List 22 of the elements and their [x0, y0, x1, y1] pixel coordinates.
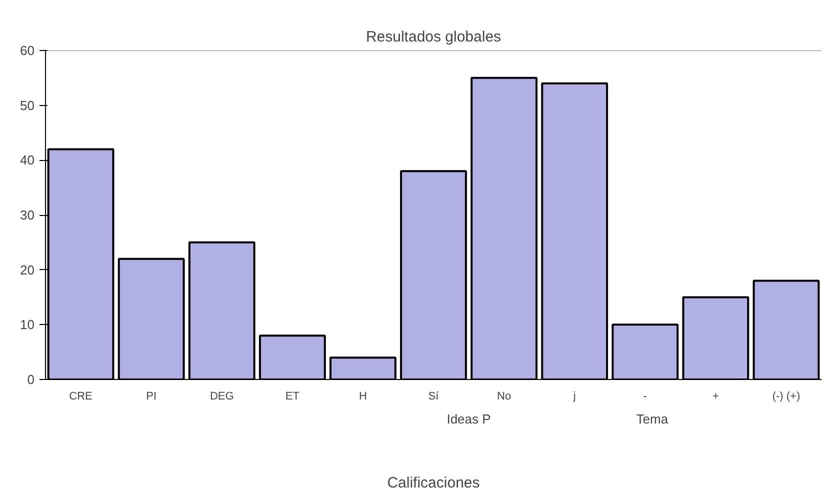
text: Tema	[636, 412, 669, 426]
y-tick-label: 50	[20, 98, 35, 113]
y-tick-label: 10	[20, 317, 35, 332]
x-tick-label: CRE	[69, 390, 92, 402]
x-tick-label: PI	[146, 390, 157, 402]
x-tick-label: -	[643, 390, 648, 402]
x-tick-label: H	[358, 390, 367, 402]
x-tick-label: (-) (+)	[772, 390, 800, 402]
x-axis-title: Calificaciones	[387, 474, 480, 492]
x-tick-label: ET	[285, 390, 300, 402]
x-tick-label: Sí	[428, 390, 440, 402]
x-tick-label: +	[712, 390, 719, 402]
y-tick-label: 40	[20, 152, 35, 168]
chart-title: Resultados globales	[366, 28, 502, 46]
text: Ideas P	[446, 412, 491, 426]
y-tick-label: 60	[20, 43, 35, 58]
x-tick-label: No	[497, 390, 512, 402]
x-tick-label: j	[572, 390, 576, 402]
y-tick-label: 30	[20, 208, 35, 222]
x-tick-label: DEG	[210, 390, 234, 402]
y-tick-label: 20	[20, 262, 35, 278]
y-tick-label: 0	[27, 372, 35, 387]
